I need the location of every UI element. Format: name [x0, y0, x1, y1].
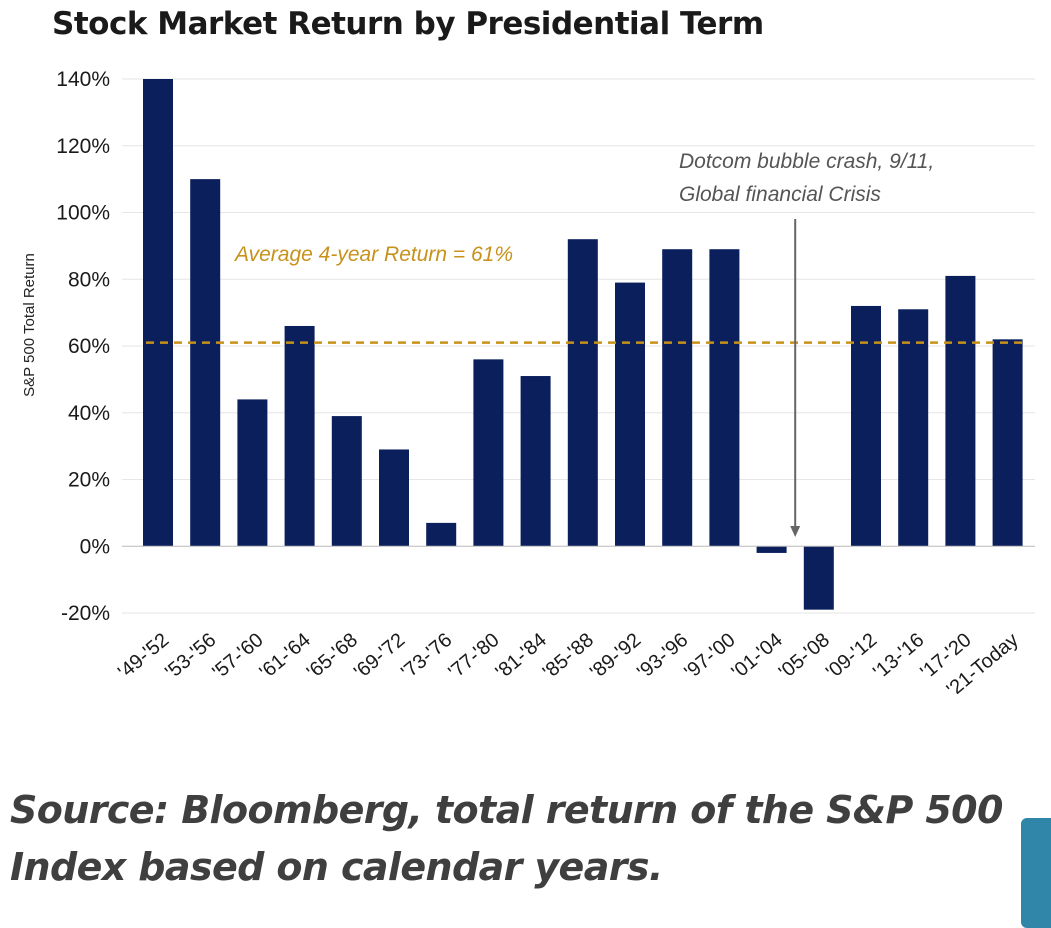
x-tick-label: '09-'12	[822, 629, 881, 684]
x-tick-label: '61-'64	[256, 629, 315, 684]
y-tick-label: 20%	[68, 469, 110, 492]
x-tick-label: '73-'76	[397, 629, 456, 684]
y-tick-label: 100%	[56, 202, 110, 225]
bar	[567, 239, 598, 547]
y-tick-label: 80%	[68, 268, 110, 291]
y-tick-label: 120%	[56, 135, 110, 158]
average-label: Average 4-year Return = 61%	[233, 243, 513, 266]
x-tick-label: '97-'00	[680, 629, 739, 684]
side-tab[interactable]	[1021, 818, 1051, 928]
bar	[662, 249, 693, 547]
y-tick-label: 140%	[56, 68, 110, 91]
bar	[756, 546, 787, 553]
x-tick-label: '01-'04	[728, 629, 787, 684]
bar	[520, 376, 551, 547]
x-tick-label: '65-'68	[303, 629, 362, 684]
x-tick-label: '77-'80	[444, 629, 503, 684]
y-axis-label: S&P 500 Total Return	[21, 253, 38, 397]
bar	[284, 325, 315, 547]
x-tick-label: '05-'08	[775, 629, 834, 684]
bar	[992, 339, 1023, 547]
x-tick-label: '49-'52	[114, 629, 173, 684]
annotation: Dotcom bubble crash, 9/11, Global financ…	[679, 150, 934, 537]
bar	[803, 546, 834, 610]
x-tick-label: '69-'72	[350, 629, 409, 684]
bar	[237, 399, 268, 547]
bar	[709, 249, 740, 547]
x-tick-label: '57-'60	[208, 629, 267, 684]
x-tick-label: '89-'92	[586, 629, 645, 684]
x-tick-label: '53-'56	[161, 629, 220, 684]
bar	[945, 275, 976, 547]
bar-chart: -20% 0% 20% 40% 60% 80% 100% 120% 140% S&P 500 T…	[21, 68, 1035, 701]
bar	[331, 416, 362, 547]
annotation-arrowhead	[790, 526, 801, 537]
bar	[473, 359, 504, 547]
x-tick-label: '13-'16	[869, 629, 928, 684]
bar	[190, 179, 221, 547]
bars	[143, 79, 1023, 610]
bar	[898, 309, 929, 547]
x-axis-ticks: '49-'52'53-'56'57-'60'61-'64'65-'68'69-'…	[114, 629, 1023, 701]
annotation-text-line-1: Dotcom bubble crash, 9/11,	[679, 150, 934, 173]
bar	[426, 522, 457, 547]
x-tick-label: '85-'88	[539, 629, 598, 684]
y-tick-label: 0%	[80, 535, 110, 558]
bar	[615, 282, 645, 547]
y-tick-label: -20%	[61, 602, 110, 625]
bar	[851, 305, 881, 547]
source-note: Source: Bloomberg, total return of the S…	[10, 788, 1003, 889]
bar	[379, 449, 409, 547]
x-tick-label: '93-'96	[633, 629, 692, 684]
y-axis-ticks: -20% 0% 20% 40% 60% 80% 100% 120% 140%	[56, 68, 110, 625]
y-tick-label: 40%	[68, 402, 110, 425]
chart-title: Stock Market Return by Presidential Term	[52, 6, 764, 42]
bar	[143, 79, 173, 547]
x-tick-label: '81-'84	[492, 629, 551, 684]
y-tick-label: 60%	[68, 335, 110, 358]
annotation-text-line-2: Global financial Crisis	[679, 183, 881, 206]
